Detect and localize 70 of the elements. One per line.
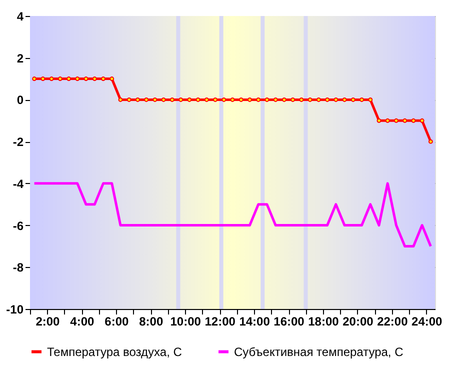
point — [334, 97, 338, 102]
x-tick-label: 4:00 — [70, 314, 95, 328]
point — [58, 76, 62, 82]
point — [299, 97, 304, 102]
y-tick-label: 0 — [16, 93, 24, 108]
point — [230, 97, 235, 102]
point — [273, 97, 278, 102]
point — [196, 97, 200, 102]
point — [316, 97, 321, 102]
y-tick-label: -2 — [12, 135, 24, 150]
point — [161, 97, 166, 102]
x-tick-label: 8:00 — [139, 314, 164, 328]
y-tick-label: 4 — [16, 10, 24, 24]
x-tick-label: 20:00 — [342, 314, 374, 328]
point — [360, 97, 364, 102]
point — [222, 97, 226, 102]
point — [248, 97, 252, 102]
line-series — [33, 182, 432, 248]
x-tick-label: 6:00 — [104, 314, 129, 328]
x-tick-label: 24:00 — [412, 314, 443, 328]
point — [187, 97, 192, 102]
point — [238, 97, 244, 102]
point — [368, 97, 373, 102]
point — [282, 97, 286, 102]
x-tick-label: 22:00 — [377, 314, 408, 328]
x-tick-label: 10:00 — [170, 314, 202, 328]
y-tick-label: -10 — [6, 302, 24, 316]
point — [256, 97, 261, 102]
point — [170, 97, 174, 102]
point — [75, 76, 80, 82]
y-tick-label: -6 — [12, 218, 24, 233]
point — [92, 76, 97, 82]
point — [152, 97, 158, 102]
point — [411, 118, 416, 123]
y-tick-label: -4 — [12, 176, 24, 191]
point — [385, 118, 390, 123]
point — [213, 97, 218, 102]
point — [350, 97, 356, 102]
point — [101, 76, 106, 82]
point — [40, 76, 46, 82]
point — [110, 76, 114, 82]
point — [290, 97, 296, 102]
point — [342, 97, 347, 102]
x-tick-label: 16:00 — [274, 314, 305, 328]
point — [325, 97, 330, 102]
legend-label: Субъективная температура, С — [234, 344, 404, 359]
point — [264, 97, 270, 102]
point — [49, 76, 54, 82]
point — [428, 139, 433, 144]
x-tick-label: 12:00 — [204, 314, 236, 328]
point — [32, 76, 37, 82]
legend-label: Температура воздуха, С — [47, 344, 182, 359]
point — [135, 97, 140, 102]
point — [394, 118, 398, 123]
point — [402, 118, 408, 123]
point — [204, 97, 209, 102]
point — [84, 76, 88, 82]
y-tick-label: -8 — [12, 260, 24, 275]
point — [66, 76, 72, 82]
y-tick-label: 2 — [16, 51, 24, 66]
point — [420, 118, 424, 123]
point — [144, 97, 149, 102]
point — [308, 97, 312, 102]
point — [118, 97, 123, 102]
x-tick-label: 18:00 — [308, 314, 340, 328]
point — [178, 97, 184, 102]
point — [126, 97, 132, 102]
x-tick-label: 14:00 — [239, 314, 270, 328]
point — [376, 118, 382, 123]
x-tick-label: 2:00 — [36, 314, 60, 328]
